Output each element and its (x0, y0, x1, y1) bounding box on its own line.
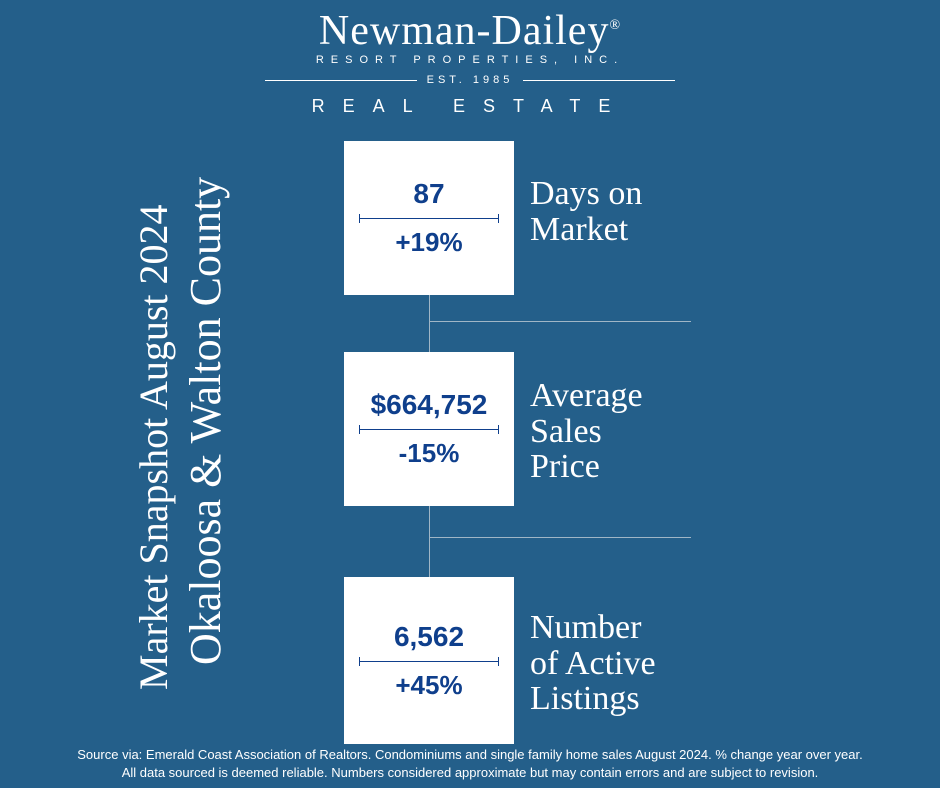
metric-value: 6,562 (394, 621, 464, 653)
registered-mark: ® (609, 18, 621, 33)
connector-line (429, 537, 691, 538)
connector-line (429, 321, 430, 352)
footer-line1: Source via: Emerald Coast Association of… (0, 746, 940, 764)
brand-name: Newman-Dailey® (265, 10, 675, 52)
metric-label-avg-sales-price: AverageSalesPrice (530, 378, 643, 485)
metric-card-active-listings: 6,562 +45% (344, 577, 514, 744)
metric-change: +45% (395, 670, 462, 701)
footer-disclaimer: Source via: Emerald Coast Association of… (0, 746, 940, 782)
metric-value: 87 (413, 178, 444, 210)
metric-change: +19% (395, 227, 462, 258)
metric-change: -15% (399, 438, 460, 469)
brand-name-text: Newman-Dailey (319, 8, 610, 54)
divider-bar (265, 80, 417, 81)
metric-separator (359, 218, 499, 219)
page-title-line1: Market Snapshot August 2024 (130, 204, 177, 690)
connector-line (429, 506, 430, 537)
brand-division: REAL ESTATE (265, 96, 675, 117)
brand-established: EST. 1985 (427, 74, 514, 86)
brand-subtitle: RESORT PROPERTIES, INC. (265, 54, 675, 66)
footer-line2: All data sourced is deemed reliable. Num… (0, 764, 940, 782)
metric-card-days-on-market: 87 +19% (344, 141, 514, 295)
connector-line (429, 537, 430, 577)
metric-card-avg-sales-price: $664,752 -15% (344, 352, 514, 506)
metric-label-days-on-market: Days onMarket (530, 176, 642, 247)
divider-bar (523, 80, 675, 81)
metric-value: $664,752 (371, 389, 488, 421)
page-title-line2: Okaloosa & Walton County (180, 177, 231, 665)
metric-separator (359, 661, 499, 662)
brand-logo: Newman-Dailey® RESORT PROPERTIES, INC. E… (265, 10, 675, 117)
brand-divider: EST. 1985 (265, 74, 675, 86)
metric-label-active-listings: Numberof ActiveListings (530, 610, 656, 717)
metric-separator (359, 429, 499, 430)
connector-line (429, 295, 430, 321)
connector-line (429, 321, 691, 322)
